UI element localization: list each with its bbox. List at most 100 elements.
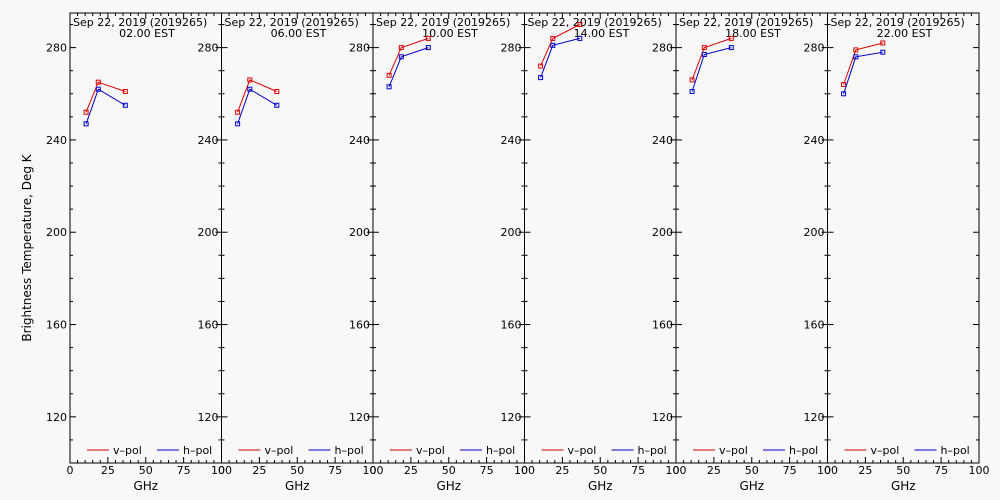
panel-title: Sep 22, 2019 (2019265) [679, 16, 813, 29]
x-tick-label: 75 [934, 464, 948, 477]
x-axis-label: GHz [436, 479, 461, 493]
panel-time: 06.00 EST [271, 27, 327, 40]
y-tick-label: 200 [46, 226, 67, 239]
data-point-vpol [880, 40, 886, 46]
panel-title: Sep 22, 2019 (2019265) [528, 16, 662, 29]
series-line-hpol [691, 47, 732, 92]
y-tick-label: 200 [652, 226, 673, 239]
data-point-vpol [83, 109, 89, 115]
data-point-hpol [538, 75, 544, 81]
y-tick-label: 240 [349, 134, 370, 147]
x-tick-label: 0 [218, 464, 225, 477]
y-tick-label: 160 [46, 319, 67, 332]
x-tick-label: 50 [593, 464, 607, 477]
y-tick-label: 200 [349, 226, 370, 239]
data-point-vpol [701, 45, 707, 51]
data-point-hpol [122, 102, 128, 108]
x-tick-label: 100 [666, 464, 687, 477]
legend-label: v–pol [265, 444, 294, 457]
data-point-hpol [425, 45, 431, 51]
x-tick-label: 0 [521, 464, 528, 477]
x-tick-label: 0 [370, 464, 377, 477]
x-tick-label: 100 [969, 464, 990, 477]
x-tick-label: 25 [101, 464, 115, 477]
y-tick-label: 280 [501, 42, 522, 55]
data-point-vpol [95, 79, 101, 85]
data-point-hpol [841, 91, 847, 97]
y-tick-label: 160 [804, 319, 825, 332]
series-line-hpol [85, 88, 126, 124]
x-tick-label: 100 [211, 464, 232, 477]
y-tick-label: 240 [501, 134, 522, 147]
x-tick-label: 50 [896, 464, 910, 477]
panel-time: 02.00 EST [119, 27, 175, 40]
data-point-hpol [247, 86, 253, 92]
x-tick-label: 25 [252, 464, 266, 477]
y-tick-label: 280 [804, 42, 825, 55]
data-point-vpol [577, 22, 583, 27]
data-point-vpol [425, 35, 431, 41]
y-tick-label: 240 [46, 134, 67, 147]
x-tick-label: 0 [67, 464, 74, 477]
x-tick-label: 100 [817, 464, 838, 477]
x-tick-label: 75 [631, 464, 645, 477]
x-tick-label: 100 [363, 464, 384, 477]
legend-label: v–pol [871, 444, 900, 457]
y-tick-label: 240 [804, 134, 825, 147]
data-point-hpol [274, 102, 280, 108]
x-tick-label: 50 [139, 464, 153, 477]
y-tick-label: 120 [349, 411, 370, 424]
data-point-vpol [398, 45, 404, 51]
data-point-vpol [728, 35, 734, 41]
x-tick-label: 0 [673, 464, 680, 477]
panel-1: Sep 22, 2019 (2019265)02.00 EST 120 160 200… [46, 12, 232, 493]
x-tick-label: 75 [480, 464, 494, 477]
x-tick-label: 50 [442, 464, 456, 477]
panel-time: 14.00 EST [574, 27, 630, 40]
panel-time: 22.00 EST [877, 27, 933, 40]
data-point-vpol [550, 35, 556, 41]
x-axis-label: GHz [588, 479, 613, 493]
x-tick-label: 25 [858, 464, 872, 477]
panel-6: Sep 22, 2019 (2019265)22.00 EST 120 160 200… [804, 12, 990, 493]
y-tick-label: 280 [46, 42, 67, 55]
y-tick-label: 120 [804, 411, 825, 424]
series-line-vpol [691, 37, 732, 81]
y-tick-label: 160 [349, 319, 370, 332]
y-tick-label: 120 [652, 411, 673, 424]
series-line-vpol [85, 81, 126, 113]
y-tick-label: 160 [501, 319, 522, 332]
data-point-hpol [83, 121, 89, 127]
panel-time: 10.00 EST [422, 27, 478, 40]
data-point-hpol [701, 52, 707, 57]
y-tick-label: 240 [198, 134, 219, 147]
data-point-hpol [235, 121, 241, 127]
x-tick-label: 25 [707, 464, 721, 477]
panel-time: 18.00 EST [725, 27, 781, 40]
legend-label: v–pol [568, 444, 597, 457]
data-point-vpol [386, 72, 392, 78]
data-point-hpol [95, 86, 101, 92]
y-tick-label: 120 [501, 411, 522, 424]
series-line-hpol [843, 51, 883, 94]
data-point-vpol [853, 47, 859, 53]
x-axis-label: GHz [739, 479, 764, 493]
legend-label: h–pol [183, 444, 212, 457]
y-tick-label: 120 [198, 411, 219, 424]
legend-label: h–pol [486, 444, 515, 457]
panel-5: Sep 22, 2019 (2019265)18.00 EST 120 160 200… [652, 12, 838, 493]
x-tick-label: 50 [745, 464, 759, 477]
data-point-vpol [841, 82, 847, 87]
x-axis-label: GHz [285, 479, 310, 493]
series-line-hpol [540, 37, 580, 78]
x-tick-label: 25 [555, 464, 569, 477]
data-point-vpol [247, 77, 253, 83]
y-tick-label: 200 [501, 226, 522, 239]
legend-label: h–pol [789, 444, 818, 457]
panel-title: Sep 22, 2019 (2019265) [376, 16, 510, 29]
series-line-vpol [388, 37, 429, 76]
y-tick-label: 200 [804, 226, 825, 239]
x-tick-label: 100 [514, 464, 535, 477]
legend-label: h–pol [941, 444, 970, 457]
